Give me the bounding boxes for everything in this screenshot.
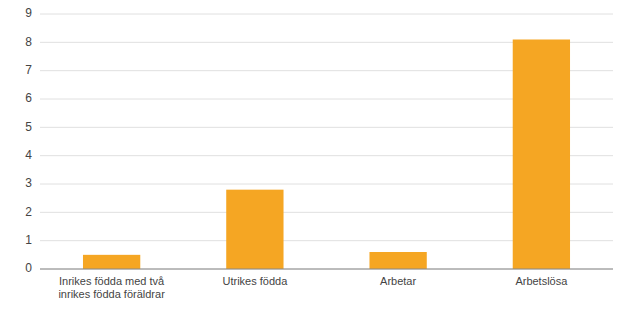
x-tick-label: Inrikes födda med tvåinrikes födda föräl… — [58, 275, 165, 300]
y-tick-label: 1 — [25, 233, 32, 247]
bar — [226, 190, 283, 269]
y-grid — [40, 14, 613, 269]
grid-line — [40, 14, 613, 15]
grid-line — [40, 269, 613, 270]
bar — [513, 40, 570, 270]
y-tick-label: 7 — [25, 63, 32, 77]
bar — [369, 252, 426, 269]
y-tick-label: 0 — [25, 261, 32, 275]
chart-container: 0 1 2 3 4 5 6 7 8 9 Inrikes födda med tvåinrikes f… — [0, 0, 627, 321]
x-axis-line — [40, 269, 613, 270]
chart-svg: 0 1 2 3 4 5 6 7 8 9 Inrikes födda med tvåinrikes f… — [0, 0, 627, 321]
y-tick-label: 9 — [25, 6, 32, 20]
y-tick-label: 4 — [25, 148, 32, 162]
y-tick-label: 8 — [25, 35, 32, 49]
bar — [83, 255, 140, 269]
y-tick-label: 3 — [25, 176, 32, 190]
y-tick-label: 6 — [25, 91, 32, 105]
y-tick-label: 5 — [25, 120, 32, 134]
x-tick-label: Utrikes födda — [222, 275, 288, 287]
y-tick-label: 2 — [25, 205, 32, 219]
y-axis: 0 1 2 3 4 5 6 7 8 9 — [25, 6, 32, 275]
x-tick-label: Arbetslösa — [515, 275, 568, 287]
x-tick-label: Arbetar — [380, 275, 416, 287]
bars — [83, 40, 570, 270]
x-axis: Inrikes födda med tvåinrikes födda föräl… — [40, 269, 613, 300]
